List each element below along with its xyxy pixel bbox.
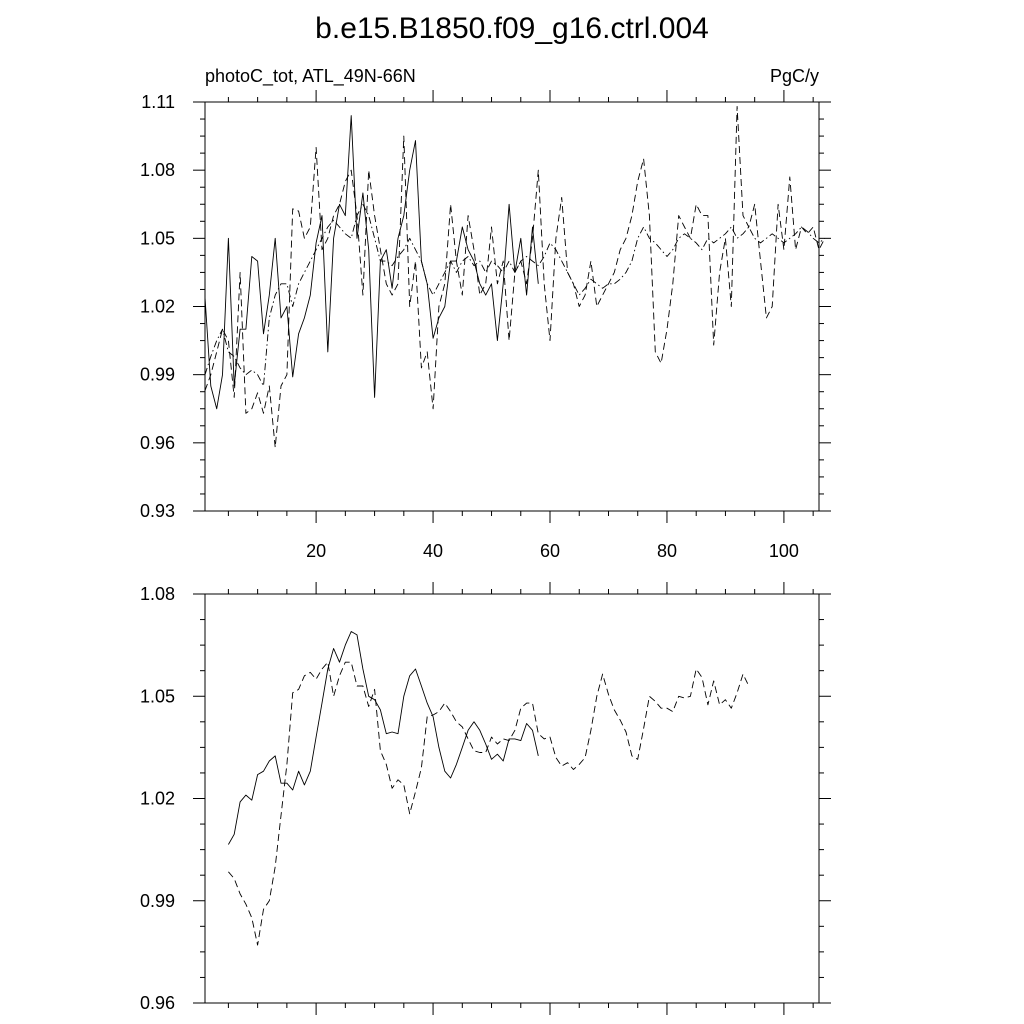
x-tick-label: 20 bbox=[306, 541, 326, 561]
top-panel: 20 40 60 80 100 0.93 0.96 0.99 1.02 1.05 1.08 1.11 p… bbox=[140, 66, 831, 561]
y-tick-label: 1.08 bbox=[140, 160, 175, 180]
x-tick-label: 60 bbox=[540, 541, 560, 561]
y-tick-label: 1.11 bbox=[141, 92, 175, 112]
figure-title: b.e15.B1850.f09_g16.ctrl.004 bbox=[315, 12, 709, 45]
series-line-solid bbox=[228, 631, 539, 845]
x-tick-label: 100 bbox=[769, 541, 799, 561]
y-tick-label: 1.05 bbox=[140, 686, 175, 706]
series-line-dashed bbox=[228, 661, 750, 946]
y-tick-label: 1.02 bbox=[140, 789, 175, 809]
y-tick-label: 0.96 bbox=[140, 433, 175, 453]
y-tick-label: 1.08 bbox=[140, 584, 175, 604]
y-tick-label: 0.93 bbox=[140, 501, 175, 521]
y-tick-label: 0.99 bbox=[140, 891, 175, 911]
y-tick-label: 0.96 bbox=[140, 993, 175, 1013]
series-line-dashed bbox=[204, 106, 826, 448]
series-line-dash-dot bbox=[204, 203, 826, 387]
y-tick-label: 1.02 bbox=[140, 297, 175, 317]
x-tick-label: 80 bbox=[657, 541, 677, 561]
subtitle-right: PgC/y bbox=[770, 66, 819, 86]
x-tick-label: 40 bbox=[423, 541, 443, 561]
bottom-panel: 0.96 0.99 1.02 1.05 1.08 bbox=[140, 582, 831, 1015]
subtitle-left: photoC_tot, ATL_49N-66N bbox=[205, 66, 416, 87]
y-tick-label: 1.05 bbox=[140, 228, 175, 248]
y-tick-label: 0.99 bbox=[140, 365, 175, 385]
